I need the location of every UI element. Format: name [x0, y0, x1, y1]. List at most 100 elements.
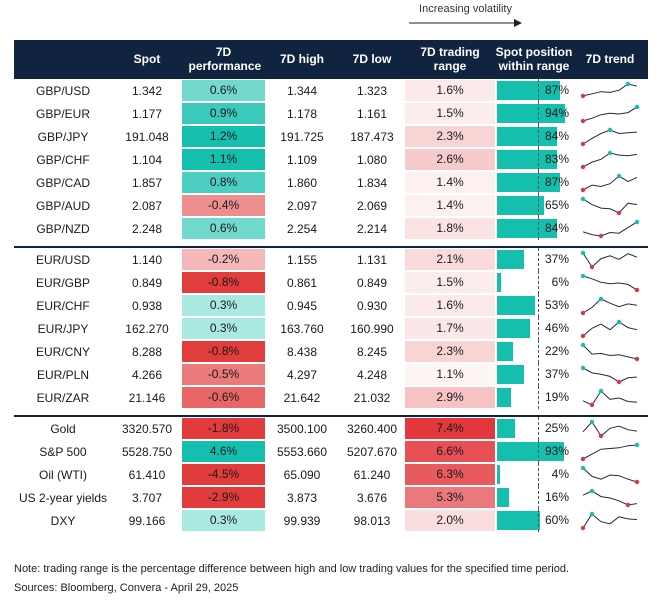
low-value: 21.032 — [353, 390, 391, 405]
position-cell: 6% — [495, 271, 572, 294]
range-value: 6.6% — [405, 441, 495, 462]
spot-value: 2.248 — [131, 221, 163, 236]
position-midline — [538, 217, 539, 240]
spot-value: 0.849 — [131, 275, 163, 290]
asset-name: GBP/CAD — [35, 175, 90, 190]
group-gap — [14, 409, 648, 416]
high-value: 4.297 — [286, 367, 318, 382]
trend-max-point — [598, 388, 604, 393]
position-cell: 93% — [495, 440, 572, 463]
position-label: 87% — [544, 175, 569, 189]
trend-min-point — [580, 525, 586, 530]
trend-sparkline — [580, 442, 640, 461]
range-value: 1.1% — [405, 364, 495, 385]
trend-min-point — [634, 356, 640, 361]
fx-volatility-table: Spot 7D performance 7D high 7D low 7D tr… — [14, 40, 648, 532]
high-value: 99.939 — [283, 513, 321, 528]
position-wrap: 25% — [497, 417, 569, 440]
position-midline — [538, 363, 539, 386]
table-row: EUR/ZAR 21.146 -0.6% 21.642 21.032 2.9% 19% — [14, 386, 648, 409]
header-position: Spot position within range — [495, 40, 572, 78]
table-row: US 2-year yields 3.707 -2.9% 3.873 3.676 5.3%… — [14, 486, 648, 509]
position-wrap: 16% — [497, 486, 569, 509]
asset-name: EUR/CHF — [36, 298, 90, 313]
position-cell: 60% — [495, 509, 572, 532]
header-position-label: Spot position within range — [495, 44, 573, 73]
position-cell: 87% — [495, 171, 572, 194]
spot-value: 1.104 — [131, 152, 163, 167]
position-wrap: 37% — [497, 248, 569, 271]
table-row: GBP/CAD 1.857 0.8% 1.860 1.834 1.4% 87% — [14, 171, 648, 194]
table-row: GBP/CHF 1.104 1.1% 1.109 1.080 2.6% 83% — [14, 148, 648, 171]
header-perf-label: 7D performance — [188, 44, 262, 73]
range-cell: 6.6% — [405, 440, 495, 463]
trend-line — [582, 252, 638, 268]
spot-value: 0.938 — [131, 298, 163, 313]
trend-max-point — [598, 296, 604, 301]
group-gap-cell — [14, 240, 648, 247]
asset-name: GBP/USD — [14, 77, 112, 102]
position-label: 16% — [544, 490, 569, 504]
position-label: 6% — [551, 275, 569, 289]
trend-max-point — [580, 365, 586, 370]
perf-value: -2.9% — [182, 487, 265, 508]
range-value: 1.7% — [405, 318, 495, 339]
low-value: 1.834 — [356, 175, 388, 190]
low-value: 4.248 — [356, 367, 388, 382]
low-value: 0.930 — [356, 298, 388, 313]
trend-min-point — [580, 93, 586, 98]
trend-max-point — [589, 488, 595, 493]
asset-name: GBP/NZD — [36, 221, 90, 236]
perf-cell: -1.8% — [182, 415, 265, 440]
position-bar — [497, 342, 513, 361]
header-low: 7D low — [339, 40, 405, 78]
trend-min-point — [580, 164, 586, 169]
trend-line — [582, 174, 638, 190]
perf-value: -4.5% — [182, 464, 265, 485]
trend-min-point — [580, 187, 586, 192]
trend-min-point — [580, 141, 586, 146]
perf-cell: -0.6% — [182, 386, 265, 409]
trend-line — [582, 420, 638, 437]
trend-max-point — [589, 419, 595, 424]
position-bar — [497, 81, 560, 100]
trend-max-point — [580, 250, 586, 255]
perf-value: 1.2% — [182, 126, 265, 147]
range-cell: 1.8% — [405, 217, 495, 240]
trend-cell — [572, 102, 648, 125]
perf-value: -0.2% — [182, 249, 265, 270]
position-midline — [538, 125, 539, 148]
table-row: GBP/NZD 2.248 0.6% 2.254 2.214 1.8% 84% — [14, 217, 648, 240]
position-cell: 46% — [495, 317, 572, 340]
perf-value: 4.6% — [182, 441, 265, 462]
low-value: 1.080 — [356, 152, 388, 167]
range-cell: 7.4% — [405, 415, 495, 440]
position-wrap: 60% — [497, 509, 569, 532]
low-value: 187.473 — [350, 129, 394, 144]
position-label: 83% — [544, 152, 569, 166]
position-cell: 94% — [495, 102, 572, 125]
range-value: 2.0% — [405, 510, 495, 531]
spot-value: 2.087 — [131, 198, 163, 213]
header-trend: 7D trend — [572, 40, 648, 78]
low-value: 3.676 — [356, 490, 388, 505]
volatility-arrow-icon — [409, 19, 522, 27]
perf-cell: -4.5% — [182, 463, 265, 486]
trend-sparkline — [580, 273, 640, 292]
group-gap — [14, 240, 648, 247]
perf-value: 0.6% — [182, 80, 265, 101]
position-bar — [497, 465, 500, 484]
range-cell: 2.9% — [405, 386, 495, 409]
table-row: EUR/JPY 162.270 0.3% 163.760 160.990 1.7% 46% — [14, 317, 648, 340]
high-value: 2.097 — [286, 198, 318, 213]
asset-name: EUR/JPY — [37, 321, 89, 336]
range-cell: 1.6% — [405, 77, 495, 102]
position-bar — [497, 319, 531, 338]
asset-name: Oil (WTI) — [39, 467, 87, 482]
position-label: 22% — [544, 344, 569, 358]
position-wrap: 84% — [497, 125, 569, 148]
asset-name: GBP/EUR — [35, 106, 90, 121]
position-label: 84% — [544, 129, 569, 143]
trend-max-point — [616, 173, 622, 178]
trend-max-point — [580, 273, 586, 278]
